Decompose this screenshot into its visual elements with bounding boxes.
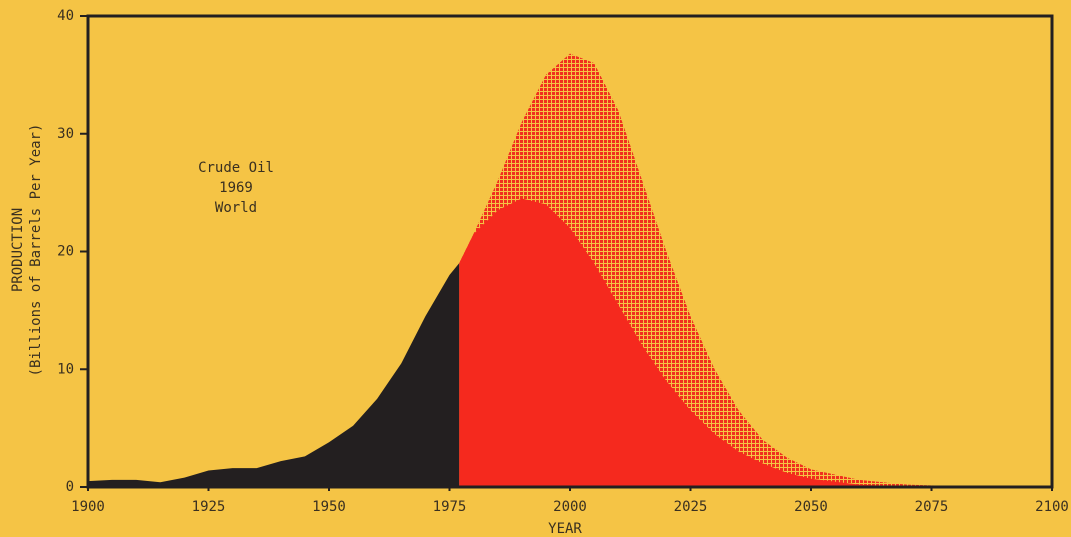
x-tick-label: 2100 <box>1035 499 1069 515</box>
x-tick-label: 1925 <box>192 499 226 515</box>
annotation: Crude Oil <box>198 160 274 176</box>
x-tick-label: 1975 <box>433 499 467 515</box>
y-tick-label: 10 <box>57 361 74 377</box>
x-tick-label: 2025 <box>674 499 708 515</box>
area <box>459 198 908 487</box>
annotation: World <box>215 200 257 216</box>
x-tick-label: 2075 <box>915 499 949 515</box>
y-tick-label: 20 <box>57 244 74 260</box>
x-tick-label: 1950 <box>312 499 346 515</box>
x-tick-label: 2050 <box>794 499 828 515</box>
y-tick-label: 30 <box>57 126 74 142</box>
area <box>88 263 460 487</box>
annotation: 1969 <box>219 180 253 196</box>
y-tick-label: 0 <box>66 479 74 495</box>
y-axis-label: (Billions of Barrels Per Year) <box>28 124 44 377</box>
x-axis-label: YEAR <box>548 521 582 537</box>
x-tick-label: 1900 <box>71 499 105 515</box>
x-tick-label: 2000 <box>553 499 587 515</box>
y-tick-label: 40 <box>57 8 74 24</box>
y-axis-label: PRODUCTION <box>10 208 26 292</box>
